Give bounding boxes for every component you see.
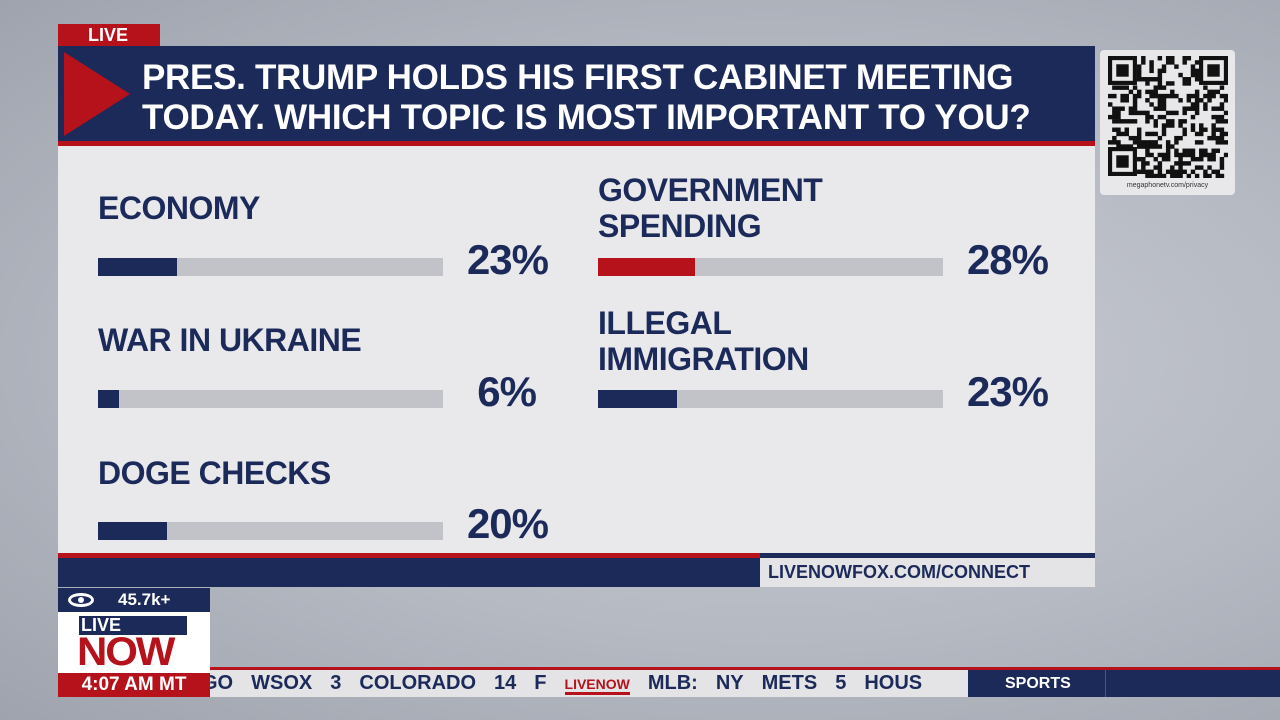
- news-ticker: GO WSOX 3 COLORADO 14 F LIVENOW MLB: NY METS 5 HOUS: [210, 667, 968, 697]
- ticker-item: F: [534, 672, 547, 694]
- poll-bar-track: [98, 258, 443, 276]
- livenow-logo: LIVE NOW: [58, 612, 210, 673]
- poll-bar-fill: [598, 258, 695, 276]
- viewer-count: 45.7k+: [58, 588, 210, 612]
- logo-now: NOW: [77, 630, 175, 674]
- ticker-item: COLORADO: [359, 672, 477, 694]
- poll-question: PRES. TRUMP HOLDS HIS FIRST CABINET MEET…: [142, 58, 1031, 138]
- ticker-item: METS: [761, 672, 818, 694]
- logo-live: LIVE: [79, 616, 187, 635]
- ticker-logo: LIVENOW: [564, 676, 630, 695]
- poll-option-label: DOGE CHECKS: [98, 455, 331, 491]
- eye-icon: [68, 593, 94, 607]
- poll-percent: 23%: [466, 236, 549, 283]
- question-line-1: PRES. TRUMP HOLDS HIS FIRST CABINET MEET…: [142, 58, 1014, 97]
- ticker-section-label: SPORTS: [968, 667, 1280, 697]
- qr-code-image: [1108, 56, 1228, 178]
- footer-red-line: [58, 553, 760, 558]
- live-tag: LIVE: [58, 24, 160, 47]
- poll-option-label: ECONOMY: [98, 190, 260, 226]
- ticker-item: NY: [715, 672, 744, 694]
- poll-bar-fill: [98, 258, 178, 276]
- poll-bar-track: [98, 522, 443, 540]
- poll-bar-fill: [598, 390, 678, 408]
- ticker-item: WSOX: [251, 672, 313, 694]
- ticker-item: MLB:: [647, 672, 698, 694]
- ticker-item: 14: [494, 672, 517, 694]
- poll-bar-track: [598, 390, 943, 408]
- poll-bar-fill: [98, 522, 167, 540]
- ticker-item: 3: [330, 672, 342, 694]
- poll-percent: 23%: [966, 368, 1049, 415]
- question-line-2: TODAY. WHICH TOPIC IS MOST IMPORTANT TO …: [142, 98, 1031, 137]
- poll-option-label: GOVERNMENT SPENDING: [598, 172, 823, 244]
- qr-caption: megaphonetv.com/privacy: [1126, 182, 1209, 189]
- ticker-item: 5: [835, 672, 847, 694]
- play-triangle-icon: [64, 52, 130, 136]
- poll-bar-track: [598, 258, 943, 276]
- footer-url: LIVENOWFOX.COM/CONNECT: [760, 558, 1095, 587]
- poll-bar-track: [98, 390, 443, 408]
- viewer-count-value: 45.7k+: [118, 590, 171, 609]
- footer-navy-line: [760, 553, 1095, 558]
- ticker-divider: [1105, 670, 1106, 697]
- poll-bar-fill: [98, 390, 119, 408]
- poll-percent: 6%: [477, 368, 537, 415]
- qr-code: megaphonetv.com/privacy: [1100, 50, 1235, 195]
- clock: 4:07 AM MT: [58, 673, 210, 697]
- ticker-item: HOUS: [864, 672, 923, 694]
- poll-percent: 28%: [966, 236, 1049, 283]
- footer-navy-bar: [58, 558, 760, 587]
- poll-percent: 20%: [466, 500, 549, 547]
- poll-header: PRES. TRUMP HOLDS HIS FIRST CABINET MEET…: [58, 46, 1095, 146]
- poll-panel: [58, 146, 1095, 554]
- poll-option-label: WAR IN UKRAINE: [98, 322, 362, 358]
- poll-option-label: ILLEGAL IMMIGRATION: [598, 305, 809, 377]
- ticker-item: GO: [210, 672, 234, 694]
